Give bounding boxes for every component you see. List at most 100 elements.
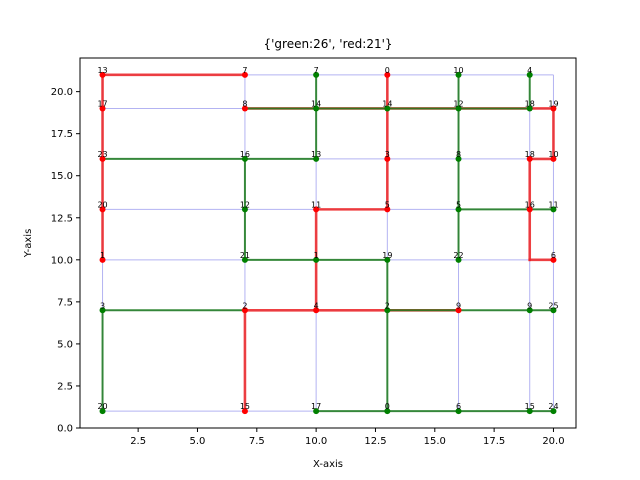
y-axis-ticks: 0.0 2.5 5.0 7.5 10.0 12.5 15.0 17.5 20.0 bbox=[51, 87, 80, 435]
node-label-37: 9 bbox=[456, 301, 461, 310]
node-point-6 bbox=[99, 105, 106, 112]
node-label-19: 10 bbox=[548, 150, 558, 159]
node-label-1: 7 bbox=[242, 66, 247, 75]
node-point-42 bbox=[313, 408, 320, 415]
node-point-17 bbox=[455, 155, 462, 162]
y-tick-label-8: 20.0 bbox=[51, 87, 73, 98]
node-label-2: 7 bbox=[314, 66, 319, 75]
node-point-19 bbox=[550, 155, 557, 162]
node-label-34: 2 bbox=[242, 301, 247, 310]
node-label-4: 10 bbox=[453, 66, 463, 75]
node-point-27 bbox=[99, 256, 106, 263]
x-tick-label-1: 5.0 bbox=[190, 436, 206, 447]
node-point-14 bbox=[241, 155, 248, 162]
node-point-4 bbox=[455, 71, 462, 78]
node-label-22: 11 bbox=[311, 200, 321, 209]
node-point-37 bbox=[455, 307, 462, 314]
x-tick-label-3: 10.0 bbox=[305, 436, 327, 447]
node-point-30 bbox=[384, 256, 391, 263]
node-label-8: 14 bbox=[311, 99, 321, 108]
node-label-40: 20 bbox=[97, 402, 107, 411]
node-point-10 bbox=[455, 105, 462, 112]
node-label-35: 4 bbox=[314, 301, 319, 310]
node-point-13 bbox=[99, 155, 106, 162]
node-label-26: 11 bbox=[548, 200, 558, 209]
node-point-11 bbox=[526, 105, 533, 112]
node-point-16 bbox=[384, 155, 391, 162]
node-point-20 bbox=[99, 206, 106, 213]
node-point-39 bbox=[550, 307, 557, 314]
x-tick-label-2: 7.5 bbox=[249, 436, 265, 447]
node-label-36: 2 bbox=[385, 301, 390, 310]
y-tick-label-6: 15.0 bbox=[51, 171, 73, 182]
node-label-44: 6 bbox=[456, 402, 461, 411]
node-label-28: 21 bbox=[240, 251, 250, 260]
x-tick-label-5: 15.0 bbox=[424, 436, 446, 447]
y-axis-title: Y-axis bbox=[23, 229, 34, 259]
node-point-24 bbox=[455, 206, 462, 213]
node-label-11: 18 bbox=[525, 99, 535, 108]
node-label-45: 15 bbox=[525, 402, 535, 411]
node-label-15: 13 bbox=[311, 150, 321, 159]
y-tick-label-1: 2.5 bbox=[57, 381, 73, 392]
node-point-32 bbox=[550, 256, 557, 263]
node-label-9: 14 bbox=[382, 99, 392, 108]
node-point-8 bbox=[313, 105, 320, 112]
node-label-30: 19 bbox=[382, 251, 392, 260]
node-point-5 bbox=[526, 71, 533, 78]
node-label-27: 1 bbox=[100, 251, 105, 260]
node-point-34 bbox=[241, 307, 248, 314]
node-label-42: 17 bbox=[311, 402, 321, 411]
x-axis-title: X-axis bbox=[313, 459, 343, 470]
node-point-18 bbox=[526, 155, 533, 162]
node-point-29 bbox=[313, 256, 320, 263]
y-tick-label-3: 7.5 bbox=[57, 297, 73, 308]
x-tick-label-0: 2.5 bbox=[130, 436, 146, 447]
node-point-25 bbox=[526, 206, 533, 213]
node-label-31: 22 bbox=[453, 251, 463, 260]
node-label-20: 20 bbox=[97, 200, 107, 209]
node-label-16: 3 bbox=[385, 150, 390, 159]
node-point-0 bbox=[99, 71, 106, 78]
node-label-23: 5 bbox=[385, 200, 390, 209]
node-point-45 bbox=[526, 408, 533, 415]
x-tick-label-6: 17.5 bbox=[483, 436, 505, 447]
node-label-12: 19 bbox=[548, 99, 558, 108]
node-point-7 bbox=[241, 105, 248, 112]
node-point-33 bbox=[99, 307, 106, 314]
node-point-40 bbox=[99, 408, 106, 415]
node-point-31 bbox=[455, 256, 462, 263]
node-label-32: 6 bbox=[551, 251, 556, 260]
axes-frame bbox=[79, 57, 577, 429]
node-point-9 bbox=[384, 105, 391, 112]
node-label-25: 16 bbox=[525, 200, 535, 209]
node-point-23 bbox=[384, 206, 391, 213]
y-tick-label-0: 0.0 bbox=[57, 424, 73, 435]
node-label-43: 0 bbox=[385, 402, 390, 411]
y-tick-label-7: 17.5 bbox=[51, 129, 73, 140]
node-label-3: 0 bbox=[385, 66, 390, 75]
x-tick-label-4: 12.5 bbox=[364, 436, 386, 447]
node-point-22 bbox=[313, 206, 320, 213]
node-point-36 bbox=[384, 307, 391, 314]
node-label-33: 3 bbox=[100, 301, 105, 310]
node-point-46 bbox=[550, 408, 557, 415]
node-point-21 bbox=[241, 206, 248, 213]
node-label-39: 25 bbox=[548, 301, 558, 310]
node-point-2 bbox=[313, 71, 320, 78]
node-label-24: 5 bbox=[456, 200, 461, 209]
node-label-7: 8 bbox=[242, 99, 247, 108]
node-label-41: 15 bbox=[240, 402, 250, 411]
node-point-1 bbox=[241, 71, 248, 78]
node-point-44 bbox=[455, 408, 462, 415]
y-tick-label-4: 10.0 bbox=[51, 255, 73, 266]
node-point-38 bbox=[526, 307, 533, 314]
node-label-18: 18 bbox=[525, 150, 535, 159]
chart-title: {'green:26', 'red:21'} bbox=[263, 37, 392, 51]
node-label-5: 4 bbox=[527, 66, 532, 75]
node-point-12 bbox=[550, 105, 557, 112]
node-point-28 bbox=[241, 256, 248, 263]
